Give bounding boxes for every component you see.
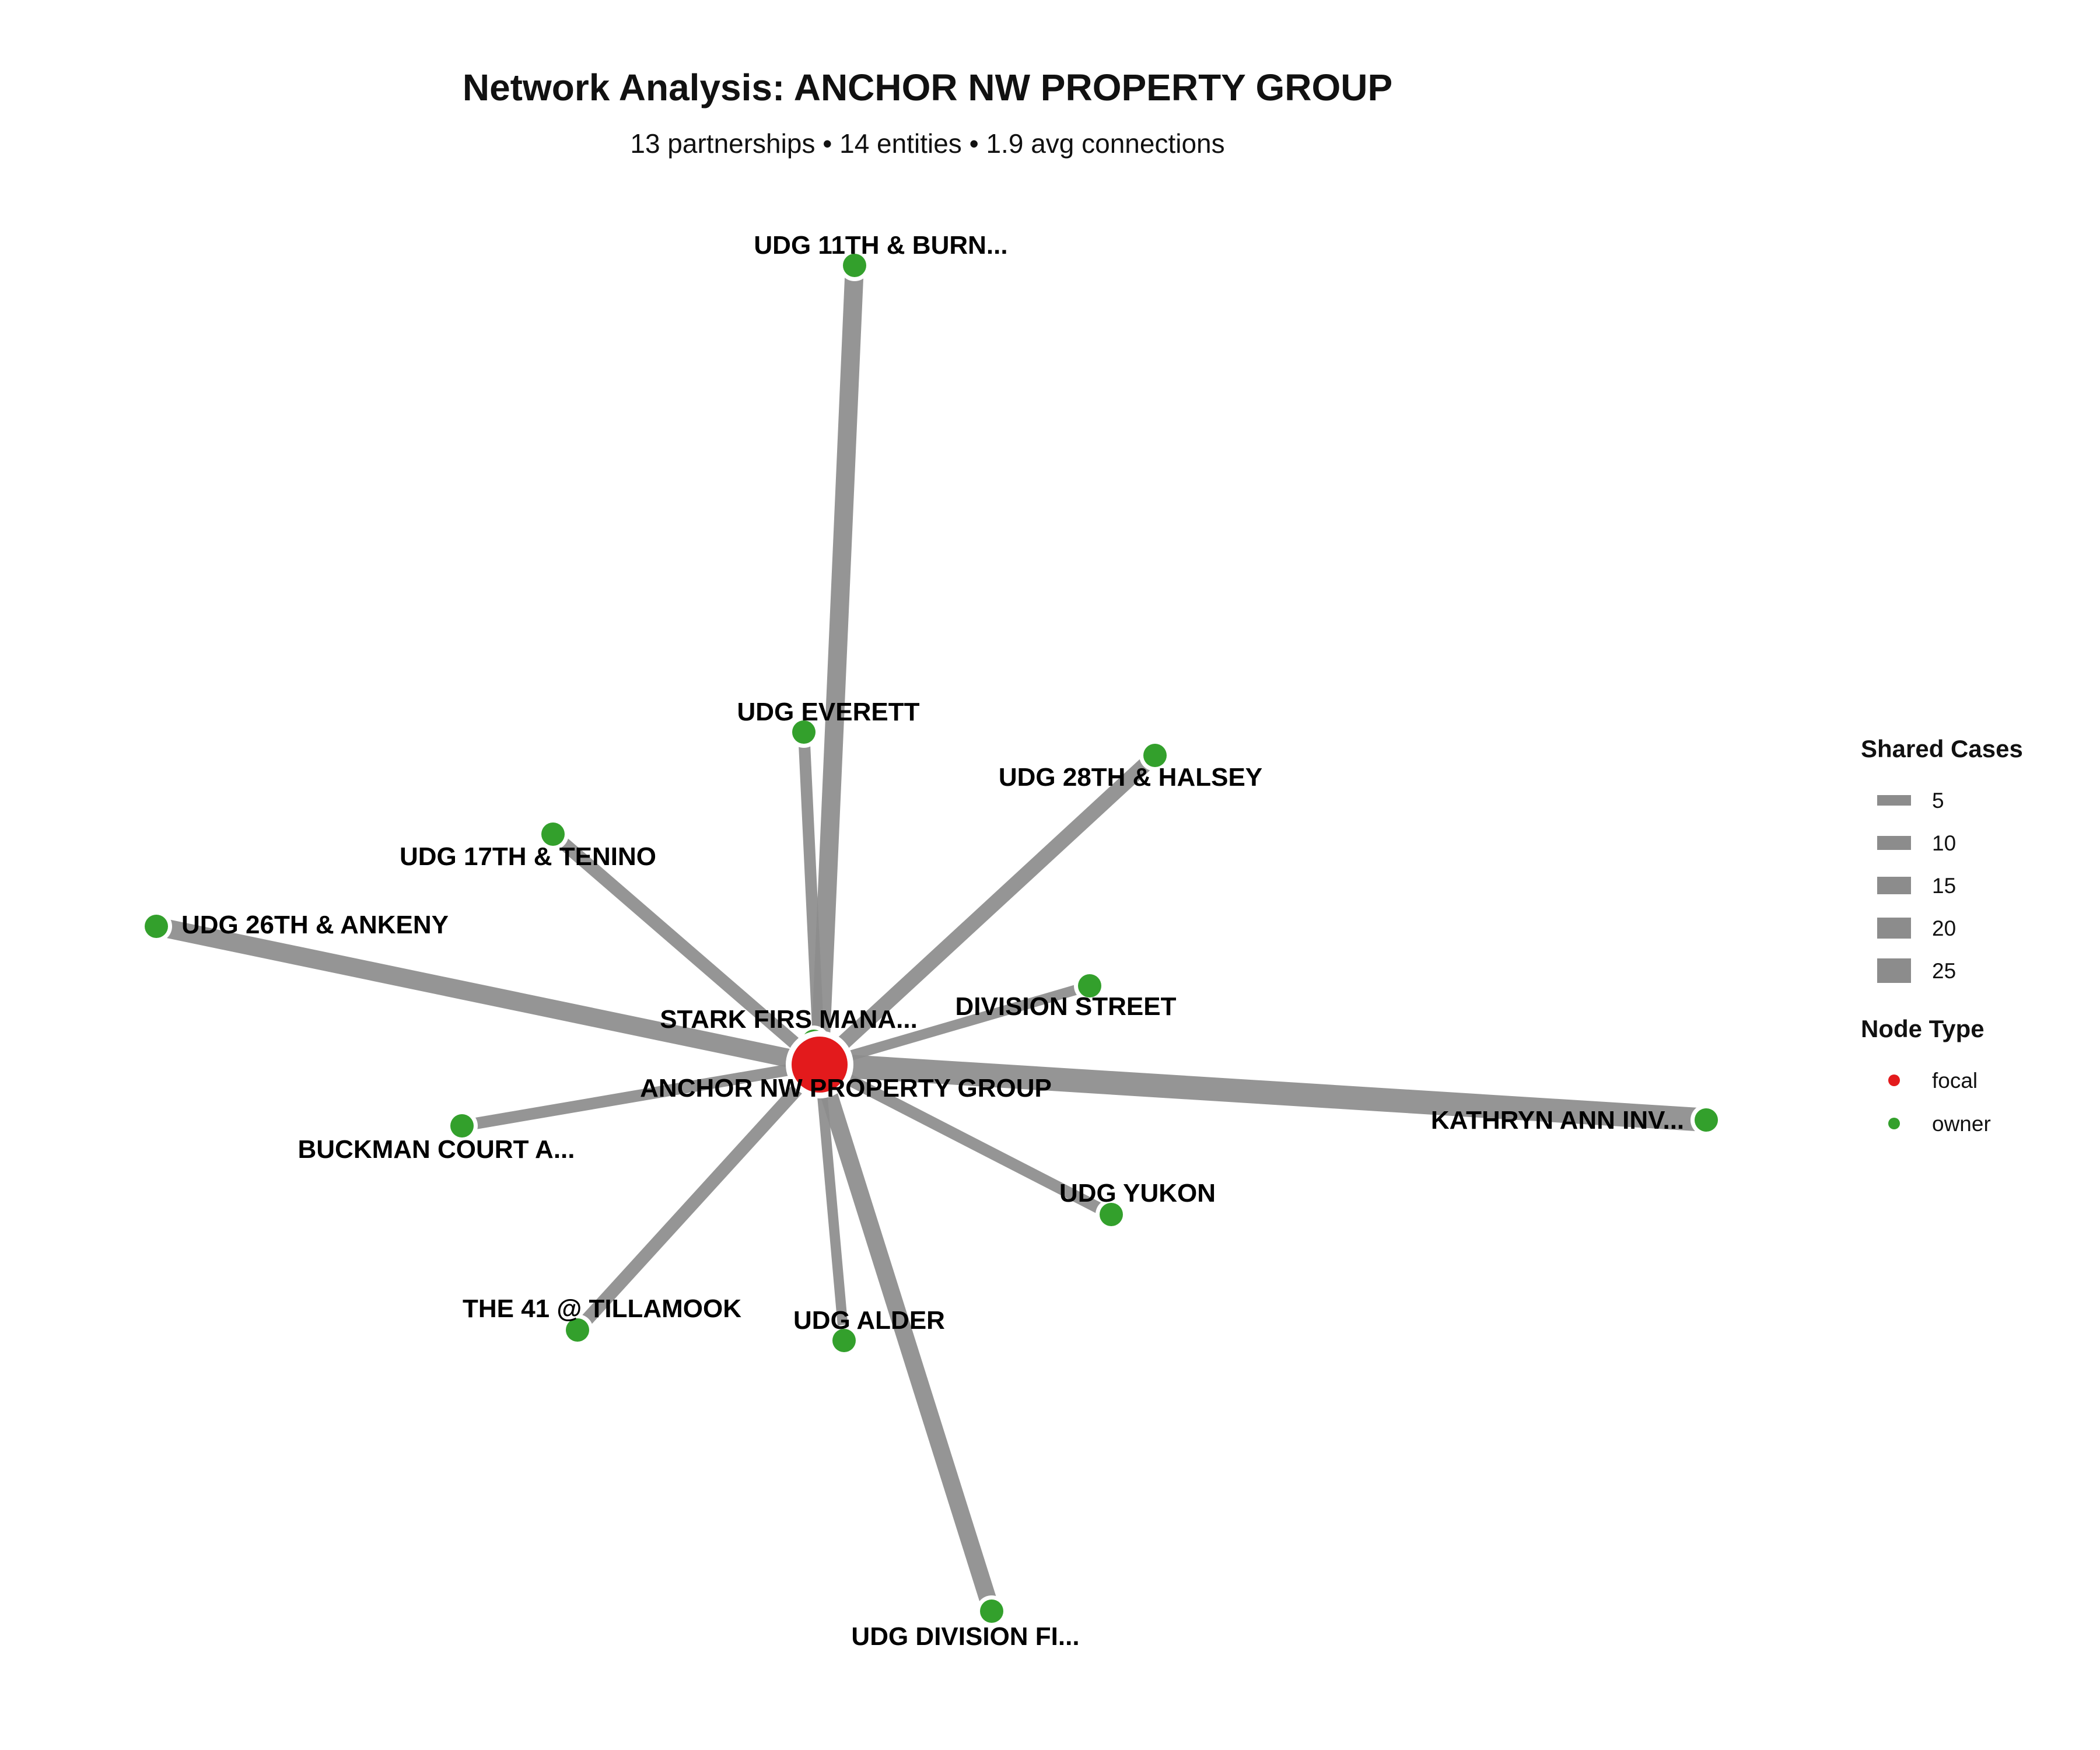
- legend-node-label-owner: owner: [1932, 1112, 1991, 1136]
- node-label-everett: UDG EVERETT: [737, 698, 920, 726]
- legend-edge-title: Shared Cases: [1861, 735, 2023, 762]
- label-layer: ANCHOR NW PROPERTY GROUP UDG 11TH & BURN.…: [181, 231, 1684, 1651]
- node-label-alder: UDG ALDER: [793, 1306, 945, 1335]
- legend: Shared Cases 5 10 15 20 25 Node Type focal ow…: [1861, 735, 2023, 1136]
- legend-node-label-focal: focal: [1932, 1069, 1978, 1093]
- node-ankeny[interactable]: [145, 915, 168, 938]
- edge-ankeny: [154, 917, 822, 1074]
- edge-burnside: [810, 265, 864, 1065]
- node-buckman[interactable]: [450, 1114, 474, 1138]
- edge-alder: [814, 1064, 849, 1341]
- edge-division: [818, 981, 1091, 1070]
- node-label-divisionfi: UDG DIVISION FI...: [851, 1622, 1079, 1651]
- node-burnside[interactable]: [843, 254, 866, 277]
- node-label-halsey: UDG 28TH & HALSEY: [999, 763, 1262, 792]
- node-alder[interactable]: [832, 1329, 856, 1352]
- legend-node-swatch-focal: [1888, 1074, 1900, 1086]
- node-divisionfi[interactable]: [980, 1600, 1003, 1623]
- legend-node-keys: focal owner: [1888, 1069, 1991, 1136]
- edge-layer: [154, 265, 1707, 1614]
- node-label-kathryn: KATHRYN ANN INV...: [1431, 1106, 1684, 1135]
- node-focal[interactable]: [792, 1037, 848, 1093]
- edge-yukon: [817, 1059, 1114, 1220]
- node-label-ankeny: UDG 26TH & ANKENY: [181, 911, 449, 939]
- edge-kathryn: [818, 1052, 1707, 1132]
- node-label-buckman: BUCKMAN COURT A...: [298, 1135, 575, 1164]
- node-kathryn[interactable]: [1695, 1108, 1718, 1132]
- edge-buckman: [461, 1059, 821, 1132]
- edge-everett: [798, 732, 825, 1065]
- legend-edge-label-25: 25: [1932, 959, 1956, 983]
- node-division[interactable]: [1078, 974, 1101, 998]
- node-tenino[interactable]: [541, 822, 565, 846]
- edge-tillamook: [572, 1060, 825, 1335]
- node-tillamook[interactable]: [566, 1318, 589, 1342]
- legend-node-swatch-owner: [1888, 1118, 1900, 1129]
- legend-edge-keys: 5 10 15 20 25: [1877, 789, 1956, 983]
- node-label-starkfirs: STARK FIRS MANA...: [660, 1005, 918, 1034]
- legend-edge-label-20: 20: [1932, 916, 1956, 940]
- node-halsey[interactable]: [1143, 744, 1167, 767]
- chart-title: Network Analysis: ANCHOR NW PROPERTY GRO…: [463, 66, 1392, 108]
- legend-node-title: Node Type: [1861, 1015, 1985, 1042]
- node-label-burnside: UDG 11TH & BURN...: [754, 231, 1007, 260]
- legend-edge-label-5: 5: [1932, 789, 1944, 813]
- node-layer: [141, 250, 1722, 1627]
- node-label-yukon: UDG YUKON: [1059, 1179, 1216, 1208]
- chart-subtitle: 13 partnerships • 14 entities • 1.9 avg …: [630, 128, 1224, 159]
- node-label-tillamook: THE 41 @ TILLAMOOK: [463, 1294, 741, 1323]
- legend-edge-label-10: 10: [1932, 831, 1956, 855]
- node-yukon[interactable]: [1100, 1203, 1123, 1226]
- edge-halsey: [814, 750, 1160, 1070]
- edge-tenino: [548, 829, 824, 1070]
- node-label-tenino: UDG 17TH & TENINO: [400, 842, 656, 871]
- node-label-focal: ANCHOR NW PROPERTY GROUP: [640, 1074, 1052, 1102]
- node-everett[interactable]: [792, 720, 816, 744]
- edge-divisionfi: [811, 1062, 1000, 1614]
- node-label-division: DIVISION STREET: [956, 992, 1177, 1021]
- legend-edge-label-15: 15: [1932, 874, 1956, 898]
